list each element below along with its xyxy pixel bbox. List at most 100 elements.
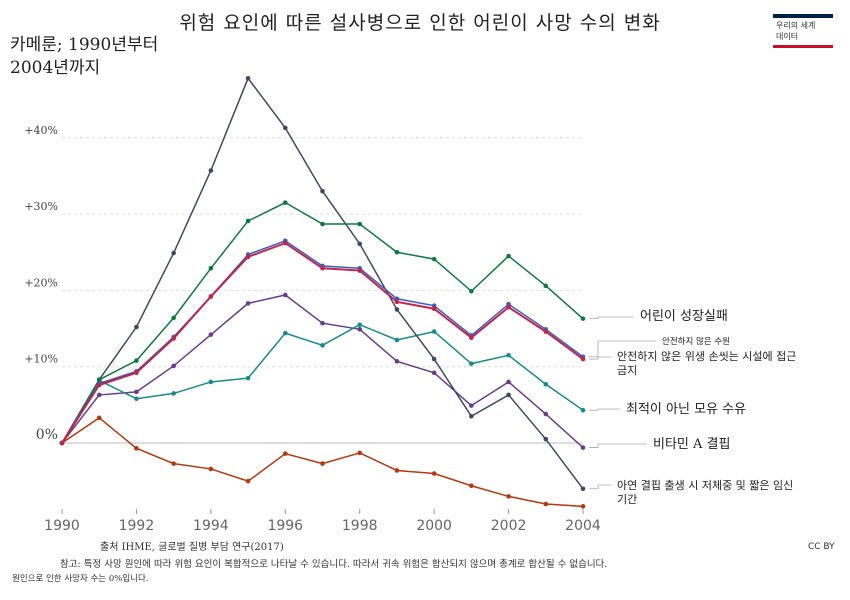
- data-point[interactable]: [208, 466, 214, 472]
- data-point[interactable]: [96, 392, 102, 398]
- data-point[interactable]: [245, 218, 251, 224]
- data-point[interactable]: [357, 241, 363, 247]
- data-point[interactable]: [469, 483, 474, 489]
- data-point[interactable]: [320, 265, 325, 271]
- data-point[interactable]: [320, 343, 325, 348]
- data-point[interactable]: [208, 379, 214, 385]
- source-note[interactable]: 출처 IHME, 글로벌 질병 부담 연구(2017): [100, 542, 284, 553]
- x-tick-label: 2002: [491, 518, 527, 534]
- y-axis-ticks: 0% +10% +20% +30% +40%: [24, 124, 58, 443]
- subtitle-line-2: 2004년까지: [10, 58, 101, 78]
- data-point[interactable]: [208, 294, 214, 299]
- data-point[interactable]: [431, 256, 437, 262]
- data-point[interactable]: [320, 461, 325, 466]
- data-point[interactable]: [431, 370, 437, 376]
- series-label: 안전하지 않은 위생 손씻는 시설에 접근: [617, 349, 796, 363]
- data-point[interactable]: [506, 494, 511, 499]
- data-point[interactable]: [580, 356, 586, 362]
- data-point[interactable]: [171, 250, 176, 256]
- x-axis-ticks: 1990 1992 1994 1996 1998 2000 2002 2004: [44, 509, 601, 534]
- logo-line-2: 데이터: [776, 32, 799, 41]
- data-point[interactable]: [394, 299, 400, 305]
- data-point[interactable]: [543, 411, 549, 417]
- data-point[interactable]: [171, 315, 176, 321]
- data-point[interactable]: [469, 361, 474, 366]
- series-label: 안전하지 않은 수원: [662, 336, 730, 347]
- data-point[interactable]: [208, 168, 214, 173]
- data-point[interactable]: [357, 322, 363, 328]
- data-point[interactable]: [580, 445, 586, 450]
- x-tick-label: 2000: [416, 518, 452, 534]
- data-point[interactable]: [96, 377, 102, 382]
- data-point[interactable]: [171, 461, 176, 466]
- data-point[interactable]: [134, 358, 139, 363]
- data-point[interactable]: [394, 307, 400, 312]
- data-point[interactable]: [469, 413, 474, 419]
- data-point[interactable]: [320, 188, 325, 194]
- data-point[interactable]: [134, 446, 139, 451]
- data-point[interactable]: [282, 292, 288, 298]
- data-point[interactable]: [431, 306, 437, 312]
- data-point[interactable]: [431, 471, 437, 476]
- data-point[interactable]: [171, 336, 176, 341]
- data-point[interactable]: [394, 359, 400, 364]
- data-point[interactable]: [431, 356, 437, 362]
- data-point[interactable]: [245, 301, 251, 306]
- data-point[interactable]: [320, 320, 325, 326]
- series-line-1[interactable]: [61, 239, 584, 444]
- data-point[interactable]: [59, 440, 65, 446]
- data-point[interactable]: [543, 381, 549, 387]
- data-point[interactable]: [357, 327, 363, 332]
- data-point[interactable]: [394, 249, 400, 255]
- data-point[interactable]: [469, 335, 474, 341]
- data-point[interactable]: [580, 486, 586, 492]
- data-point[interactable]: [580, 504, 586, 509]
- data-point[interactable]: [506, 352, 511, 358]
- series-line-5[interactable]: [61, 76, 584, 490]
- data-point[interactable]: [245, 254, 251, 260]
- series-line-4[interactable]: [61, 294, 584, 449]
- data-point[interactable]: [357, 268, 363, 273]
- data-point[interactable]: [282, 451, 288, 456]
- data-point[interactable]: [171, 363, 176, 369]
- y-tick-label: 0%: [36, 427, 58, 443]
- data-point[interactable]: [171, 391, 176, 396]
- data-point[interactable]: [96, 415, 102, 421]
- data-point[interactable]: [543, 329, 549, 334]
- data-point[interactable]: [506, 304, 511, 310]
- data-point[interactable]: [208, 332, 214, 337]
- license-link[interactable]: CC BY: [808, 542, 835, 552]
- our-world-in-data-logo[interactable]: 우리의 세계 데이터: [773, 14, 833, 48]
- data-point[interactable]: [506, 379, 511, 385]
- data-point[interactable]: [134, 389, 139, 395]
- data-point[interactable]: [282, 330, 288, 336]
- data-point[interactable]: [134, 370, 139, 376]
- data-point[interactable]: [134, 396, 139, 402]
- data-point[interactable]: [506, 392, 511, 398]
- series-label: 기간: [617, 493, 637, 506]
- data-point[interactable]: [282, 200, 288, 205]
- data-point[interactable]: [357, 221, 363, 227]
- x-tick-label: 1996: [267, 518, 303, 534]
- data-point[interactable]: [543, 436, 549, 442]
- data-point[interactable]: [394, 468, 400, 473]
- data-point[interactable]: [245, 375, 251, 381]
- data-point[interactable]: [245, 75, 251, 81]
- data-point[interactable]: [469, 403, 474, 408]
- data-point[interactable]: [134, 324, 139, 330]
- data-point[interactable]: [282, 240, 288, 246]
- data-point[interactable]: [320, 221, 325, 227]
- data-point[interactable]: [357, 450, 363, 456]
- data-point[interactable]: [580, 407, 586, 413]
- data-point[interactable]: [208, 265, 214, 271]
- data-point[interactable]: [394, 337, 400, 343]
- data-point[interactable]: [282, 125, 288, 131]
- data-point[interactable]: [96, 382, 102, 388]
- data-point[interactable]: [543, 501, 549, 507]
- data-point[interactable]: [506, 253, 511, 259]
- data-point[interactable]: [580, 316, 586, 321]
- data-point[interactable]: [245, 478, 251, 484]
- data-point[interactable]: [431, 329, 437, 334]
- data-point[interactable]: [543, 283, 549, 289]
- data-point[interactable]: [469, 288, 474, 294]
